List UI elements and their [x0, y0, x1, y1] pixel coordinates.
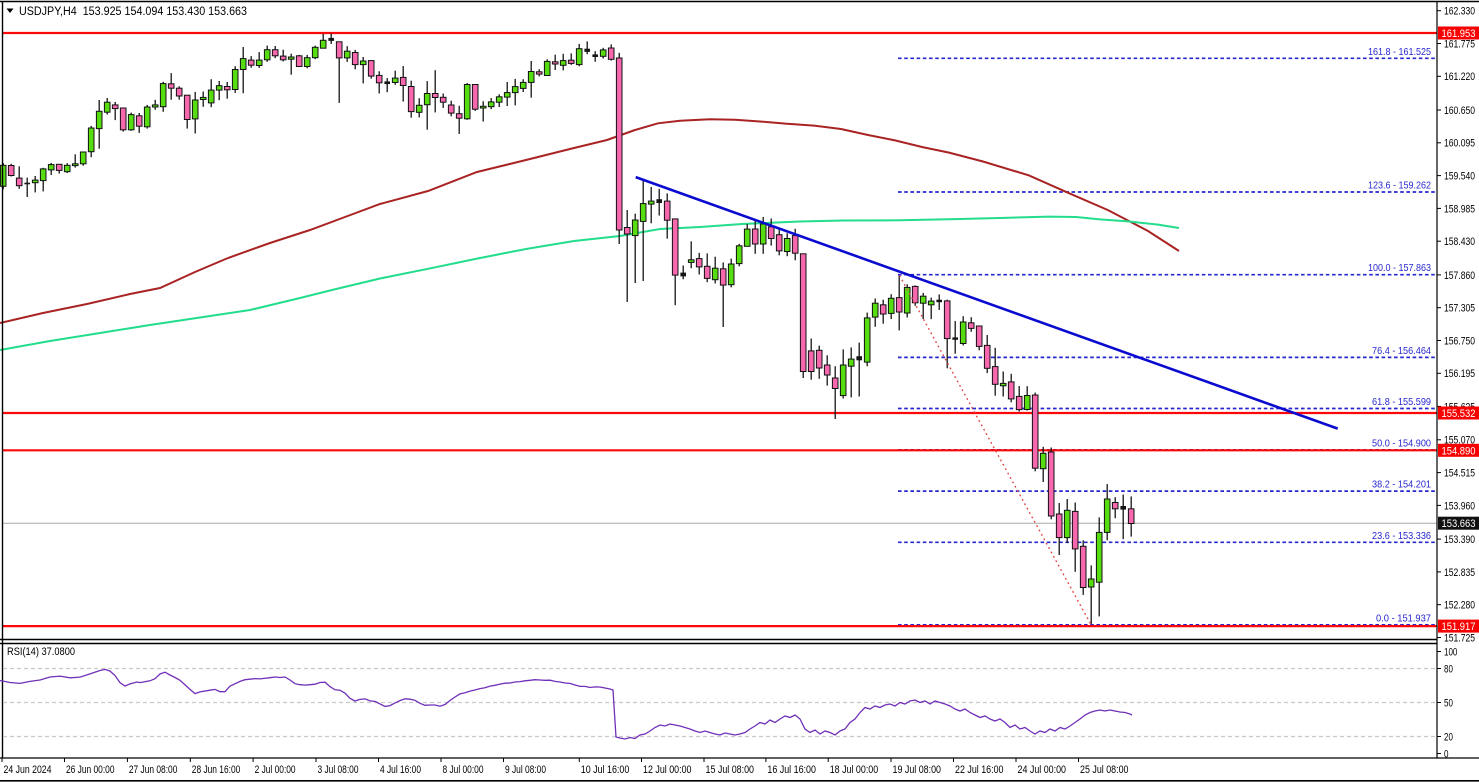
svg-text:38.2 - 154.201: 38.2 - 154.201	[1372, 479, 1431, 491]
svg-text:157.860: 157.860	[1444, 270, 1475, 282]
svg-text:23.6 - 153.336: 23.6 - 153.336	[1372, 530, 1431, 542]
svg-text:154.515: 154.515	[1444, 468, 1475, 480]
svg-text:76.4 - 156.464: 76.4 - 156.464	[1372, 345, 1431, 357]
svg-text:24 Jun 2024: 24 Jun 2024	[4, 764, 52, 776]
svg-text:157.305: 157.305	[1444, 303, 1475, 315]
svg-text:10 Jul 16:00: 10 Jul 16:00	[581, 764, 630, 776]
svg-text:152.835: 152.835	[1444, 567, 1475, 579]
svg-text:15 Jul 08:00: 15 Jul 08:00	[706, 764, 755, 776]
svg-text:161.775: 161.775	[1444, 38, 1475, 50]
svg-text:100.0 - 157.863: 100.0 - 157.863	[1368, 262, 1431, 274]
svg-text:161.8 - 161.525: 161.8 - 161.525	[1368, 46, 1431, 58]
svg-text:160.650: 160.650	[1444, 105, 1475, 117]
svg-text:156.195: 156.195	[1444, 368, 1475, 380]
svg-text:152.280: 152.280	[1444, 600, 1475, 612]
svg-text:27 Jun 08:00: 27 Jun 08:00	[129, 764, 178, 776]
svg-text:153.663: 153.663	[1442, 518, 1476, 530]
svg-text:RSI(14) 37.0800: RSI(14) 37.0800	[7, 646, 75, 658]
svg-text:0: 0	[1444, 748, 1449, 760]
svg-text:28 Jun 16:00: 28 Jun 16:00	[192, 764, 241, 776]
svg-text:158.985: 158.985	[1444, 203, 1475, 215]
svg-text:4 Jul 16:00: 4 Jul 16:00	[380, 764, 421, 776]
svg-text:20: 20	[1444, 731, 1453, 743]
svg-text:24 Jul 00:00: 24 Jul 00:00	[1018, 764, 1067, 776]
svg-text:16 Jul 16:00: 16 Jul 16:00	[767, 764, 816, 776]
svg-text:161.220: 161.220	[1444, 71, 1475, 83]
svg-text:12 Jul 00:00: 12 Jul 00:00	[643, 764, 692, 776]
svg-text:151.725: 151.725	[1444, 632, 1475, 644]
svg-text:153.960: 153.960	[1444, 500, 1475, 512]
svg-text:123.6 - 159.262: 123.6 - 159.262	[1368, 180, 1431, 192]
svg-text:61.8 - 155.599: 61.8 - 155.599	[1372, 396, 1431, 408]
svg-text:22 Jul 16:00: 22 Jul 16:00	[955, 764, 1004, 776]
svg-text:18 Jul 00:00: 18 Jul 00:00	[830, 764, 879, 776]
svg-text:151.917: 151.917	[1442, 621, 1476, 633]
svg-text:154.890: 154.890	[1442, 445, 1476, 457]
svg-text:25 Jul 08:00: 25 Jul 08:00	[1080, 764, 1129, 776]
svg-text:8 Jul 00:00: 8 Jul 00:00	[443, 764, 484, 776]
svg-text:9 Jul 08:00: 9 Jul 08:00	[505, 764, 546, 776]
svg-text:162.330: 162.330	[1444, 6, 1475, 18]
svg-text:26 Jun 00:00: 26 Jun 00:00	[66, 764, 115, 776]
svg-text:2 Jul 00:00: 2 Jul 00:00	[255, 764, 296, 776]
svg-text:160.095: 160.095	[1444, 138, 1475, 150]
svg-text:3 Jul 08:00: 3 Jul 08:00	[318, 764, 359, 776]
svg-text:161.953: 161.953	[1442, 28, 1476, 40]
svg-text:155.532: 155.532	[1442, 408, 1476, 420]
svg-text:50: 50	[1444, 697, 1453, 709]
svg-text:0.0 - 151.937: 0.0 - 151.937	[1376, 612, 1431, 624]
svg-text:153.390: 153.390	[1444, 534, 1475, 546]
svg-text:155.070: 155.070	[1444, 435, 1475, 447]
svg-text:158.430: 158.430	[1444, 236, 1475, 248]
svg-text:50.0 - 154.900: 50.0 - 154.900	[1372, 437, 1431, 449]
svg-text:19 Jul 08:00: 19 Jul 08:00	[893, 764, 942, 776]
svg-text:USDJPY,H4 153.925 154.094 153: USDJPY,H4 153.925 154.094 153.430 153.66…	[19, 6, 247, 18]
svg-text:80: 80	[1444, 663, 1453, 675]
svg-text:159.540: 159.540	[1444, 171, 1475, 183]
svg-text:156.750: 156.750	[1444, 335, 1475, 347]
svg-text:100: 100	[1444, 646, 1457, 658]
